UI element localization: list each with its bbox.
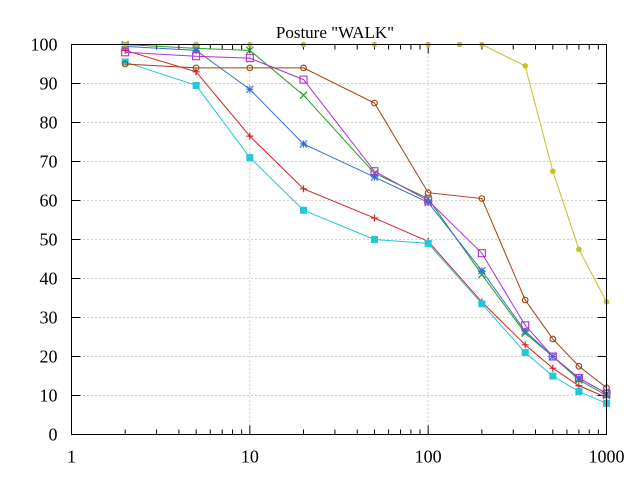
data-point-open-circle — [121, 60, 129, 68]
y-tick-label-30: 30 — [40, 308, 58, 328]
data-point-plus — [246, 132, 254, 140]
y-tick-label-90: 90 — [40, 74, 58, 94]
data-point-filled-circle — [522, 63, 528, 69]
data-point-open-circle — [192, 64, 200, 72]
chart-title: Posture "WALK" — [276, 23, 394, 42]
x-tick-label-100: 100 — [415, 447, 442, 467]
data-point-filled-square — [370, 236, 378, 243]
series-magenta-open-square — [121, 48, 611, 398]
y-tick-label-50: 50 — [40, 230, 58, 250]
data-point-plus — [549, 364, 557, 372]
series-green-cross — [121, 40, 611, 400]
data-point-filled-square — [192, 81, 200, 89]
data-point-open-square — [370, 167, 379, 176]
data-point-open-circle — [371, 99, 378, 107]
data-point-filled-square — [246, 154, 254, 162]
data-point-filled-circle — [550, 168, 556, 175]
data-point-plus — [300, 185, 308, 193]
data-point-plus — [575, 382, 583, 390]
data-point-open-square — [521, 321, 530, 330]
series-brown-open-circle-line — [125, 63, 607, 389]
data-point-star — [192, 46, 201, 55]
data-point-open-circle — [575, 362, 583, 370]
data-point-open-square — [574, 373, 583, 383]
data-point-filled-circle — [576, 246, 582, 253]
data-point-open-square — [245, 54, 254, 63]
y-tick-label-10: 10 — [40, 386, 58, 406]
data-point-plus — [521, 341, 529, 349]
data-point-plus — [370, 214, 378, 222]
data-point-star — [477, 266, 486, 275]
data-point-filled-square — [521, 349, 529, 357]
data-point-open-circle — [478, 195, 486, 202]
series-group — [121, 40, 611, 407]
data-point-filled-square — [424, 239, 432, 247]
data-point-filled-square — [121, 58, 129, 66]
plot-frame — [71, 44, 607, 435]
data-point-cross — [245, 46, 254, 55]
grid — [71, 44, 607, 435]
data-point-plus — [192, 68, 200, 76]
data-point-open-square — [424, 196, 433, 205]
y-tick-label-60: 60 — [40, 191, 58, 211]
y-tick-label-100: 100 — [31, 35, 58, 55]
y-tick-label-70: 70 — [40, 152, 58, 172]
data-point-star — [245, 85, 254, 94]
data-point-open-circle — [246, 64, 254, 72]
data-point-star — [370, 173, 379, 181]
data-point-star — [299, 140, 308, 148]
data-point-open-circle — [521, 296, 529, 304]
data-point-filled-square — [549, 372, 557, 380]
data-point-open-square — [192, 52, 201, 61]
data-point-open-circle — [549, 335, 557, 343]
x-tick-label-1000: 1000 — [589, 447, 625, 467]
series-green-cross-line — [125, 44, 607, 396]
x-tick-label-1: 1 — [67, 447, 76, 467]
series-magenta-open-square-line — [125, 51, 607, 394]
data-point-filled-square — [575, 388, 583, 396]
series-blue-star — [121, 42, 611, 398]
data-point-star — [521, 327, 530, 336]
data-point-open-circle — [424, 189, 432, 197]
data-point-open-square — [548, 352, 557, 361]
y-tick-label-20: 20 — [40, 347, 58, 367]
data-point-open-circle — [300, 64, 307, 72]
data-point-filled-square — [300, 206, 308, 214]
data-point-star — [424, 198, 433, 207]
data-point-filled-square — [478, 300, 486, 308]
y-tick-label-40: 40 — [40, 269, 58, 289]
data-point-open-square — [299, 75, 308, 84]
series-red-plus — [121, 46, 610, 401]
data-point-open-square — [121, 48, 130, 57]
y-tick-label-0: 0 — [49, 425, 58, 445]
data-point-cross — [299, 91, 308, 100]
data-point-open-square — [477, 249, 486, 258]
x-tick-label-10: 10 — [241, 447, 259, 467]
y-tick-label-80: 80 — [40, 113, 58, 133]
